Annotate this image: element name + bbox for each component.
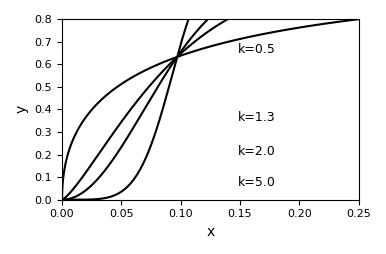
Text: k=5.0: k=5.0 xyxy=(238,176,276,189)
Text: k=1.3: k=1.3 xyxy=(238,111,275,124)
Text: k=2.0: k=2.0 xyxy=(238,145,275,158)
X-axis label: x: x xyxy=(206,225,215,239)
Text: k=0.5: k=0.5 xyxy=(238,43,276,56)
Y-axis label: y: y xyxy=(15,105,29,114)
